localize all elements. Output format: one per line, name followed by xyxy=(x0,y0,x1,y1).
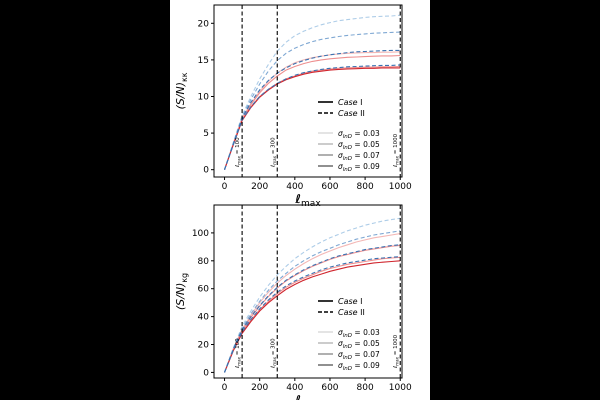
y-tick-label: 20 xyxy=(198,19,210,29)
legend-sigma-label: σlnD = 0.05 xyxy=(338,339,380,350)
series-line-case-II-sigma-0.03 xyxy=(223,217,401,373)
legend-sigma-label: σlnD = 0.09 xyxy=(338,361,380,372)
y-tick-label: 40 xyxy=(198,313,210,323)
series-group xyxy=(223,217,401,373)
y-tick-label: 0 xyxy=(203,166,209,176)
legend-sigma-label: σlnD = 0.03 xyxy=(338,328,380,339)
x-tick-label: 1000 xyxy=(389,182,412,192)
y-axis-label: (S/N)κκ xyxy=(174,72,189,109)
y-tick-label: 100 xyxy=(192,229,209,239)
panel-1: 0 200 400 600 800 1000 0 5 10 15 20 ℓmax (S/N)κκ ℓmax… xyxy=(174,4,412,209)
lmax-marker-label: ℓmax = 300 xyxy=(270,137,277,168)
x-tick-label: 800 xyxy=(357,383,374,393)
series-line-case-I-sigma-0.05 xyxy=(223,54,401,170)
y-tick-label: 10 xyxy=(198,92,210,102)
y-axis-label: (S/N)κg xyxy=(174,273,189,310)
lmax-marker-label: ℓmax = 1000 xyxy=(393,334,400,369)
series-line-case-I-sigma-0.07 xyxy=(223,256,401,373)
y-tick-label: 0 xyxy=(203,368,209,378)
axes-frame xyxy=(213,204,403,379)
panel-2: 0 200 400 600 800 1000 0 20 40 60 80 100 ℓmax (S/N)κg… xyxy=(174,204,412,400)
x-tick-label: 200 xyxy=(251,383,268,393)
legend-sigma-label: σlnD = 0.03 xyxy=(338,129,380,140)
figure-canvas: 0 200 400 600 800 100005101520ℓmax(S/N)κκℓmax… xyxy=(174,4,412,400)
legend-sigma-label: σlnD = 0.07 xyxy=(338,350,380,361)
x-tick-label: 0 xyxy=(222,383,228,393)
series-line-case-II-sigma-0.05 xyxy=(223,31,401,170)
figure: 0 200 400 600 800 1000 0 5 10 15 20 ℓmax (S/N)κκ ℓmax… xyxy=(170,0,430,400)
y-tick-label: 20 xyxy=(198,341,210,351)
legend-case-label: Case II xyxy=(338,308,365,317)
legend-sigma-label: σlnD = 0.07 xyxy=(338,151,380,162)
series-line-case-II-sigma-0.07 xyxy=(223,244,401,373)
legend-case-label: Case II xyxy=(338,109,365,118)
y-tick-label: 5 xyxy=(203,129,209,139)
lmax-marker-label: ℓmax = 100 xyxy=(235,338,242,369)
x-tick-label: 400 xyxy=(286,182,303,192)
x-tick-label: 600 xyxy=(321,383,338,393)
series-group xyxy=(223,14,401,170)
y-tick-label: 15 xyxy=(198,56,209,66)
lmax-marker-label: ℓmax = 300 xyxy=(270,338,277,369)
x-axis-label: ℓmax xyxy=(294,192,321,209)
axes-frame xyxy=(213,4,403,178)
series-line-case-I-sigma-0.09 xyxy=(223,260,401,373)
x-tick-label: 400 xyxy=(286,383,303,393)
legend-case-label: Case I xyxy=(338,297,362,306)
series-line-case-II-sigma-0.05 xyxy=(223,230,401,373)
x-tick-label: 0 xyxy=(222,182,228,192)
lmax-marker-label: ℓmax = 100 xyxy=(235,137,242,168)
lmax-marker-label: ℓmax = 1000 xyxy=(393,133,400,168)
series-line-case-II-sigma-0.07 xyxy=(223,49,401,170)
y-tick-label: 60 xyxy=(198,285,210,295)
legend-case-label: Case I xyxy=(338,98,362,107)
x-tick-label: 200 xyxy=(251,182,268,192)
x-tick-label: 1000 xyxy=(389,383,412,393)
series-line-case-II-sigma-0.09 xyxy=(223,256,401,373)
y-tick-label: 80 xyxy=(198,257,210,267)
legend-sigma-label: σlnD = 0.09 xyxy=(338,162,380,173)
x-tick-label: 600 xyxy=(321,182,338,192)
x-tick-label: 800 xyxy=(357,182,374,192)
series-line-case-I-sigma-0.03 xyxy=(223,233,401,373)
x-axis-label: ℓmax xyxy=(294,393,321,400)
legend-sigma-label: σlnD = 0.05 xyxy=(338,140,380,151)
series-line-case-II-sigma-0.09 xyxy=(223,64,401,170)
